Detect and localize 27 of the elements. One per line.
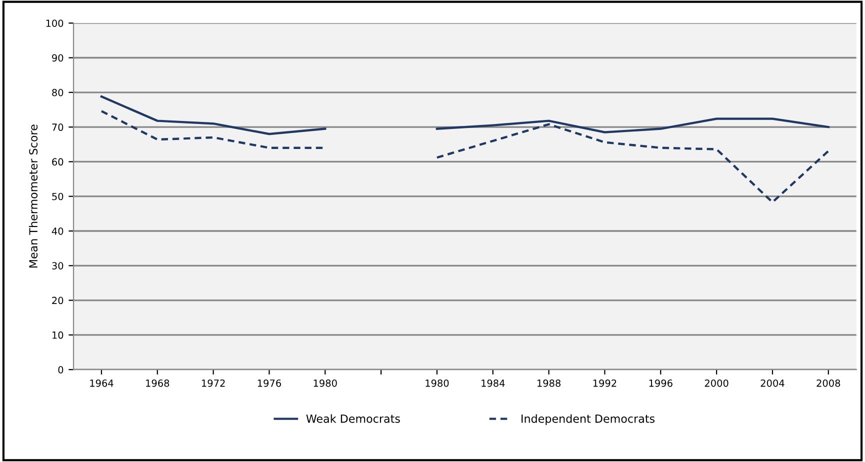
y-tick-label: 70	[52, 124, 64, 131]
y-tick-label: 0	[58, 366, 64, 374]
y-tick-label: 30	[52, 262, 64, 270]
x-tick-label: 2004	[760, 379, 784, 387]
x-tick-label: 1980	[314, 379, 337, 387]
x-tick-label: 1968	[146, 379, 170, 387]
x-tick-label: 1964	[90, 379, 114, 387]
x-tick-label: 2008	[816, 379, 840, 387]
legend-label: Independent Democrats	[522, 414, 655, 426]
x-tick-label: 1988	[538, 379, 561, 387]
y-tick-label: 50	[52, 192, 64, 200]
x-tick-label: 1976	[258, 379, 281, 387]
y-tick-label: 60	[52, 158, 64, 166]
y-tick-label: 40	[52, 227, 64, 235]
x-tick-label: 1980	[426, 379, 449, 387]
y-tick-label: 90	[52, 54, 64, 62]
y-tick-label: 20	[52, 296, 64, 304]
x-tick-label: 1972	[202, 379, 225, 387]
legend-label: Weak Democrats	[306, 414, 400, 423]
y-axis-title: Mean Thermometer Score	[28, 124, 38, 268]
x-tick-label: 2000	[704, 379, 728, 387]
y-tick-label: 100	[46, 20, 64, 27]
x-tick-label: 1992	[593, 379, 616, 387]
x-tick-label: 1996	[649, 379, 672, 387]
x-tick-label: 1984	[482, 379, 505, 387]
y-tick-label: 10	[52, 331, 64, 339]
y-tick-label: 80	[52, 88, 64, 96]
